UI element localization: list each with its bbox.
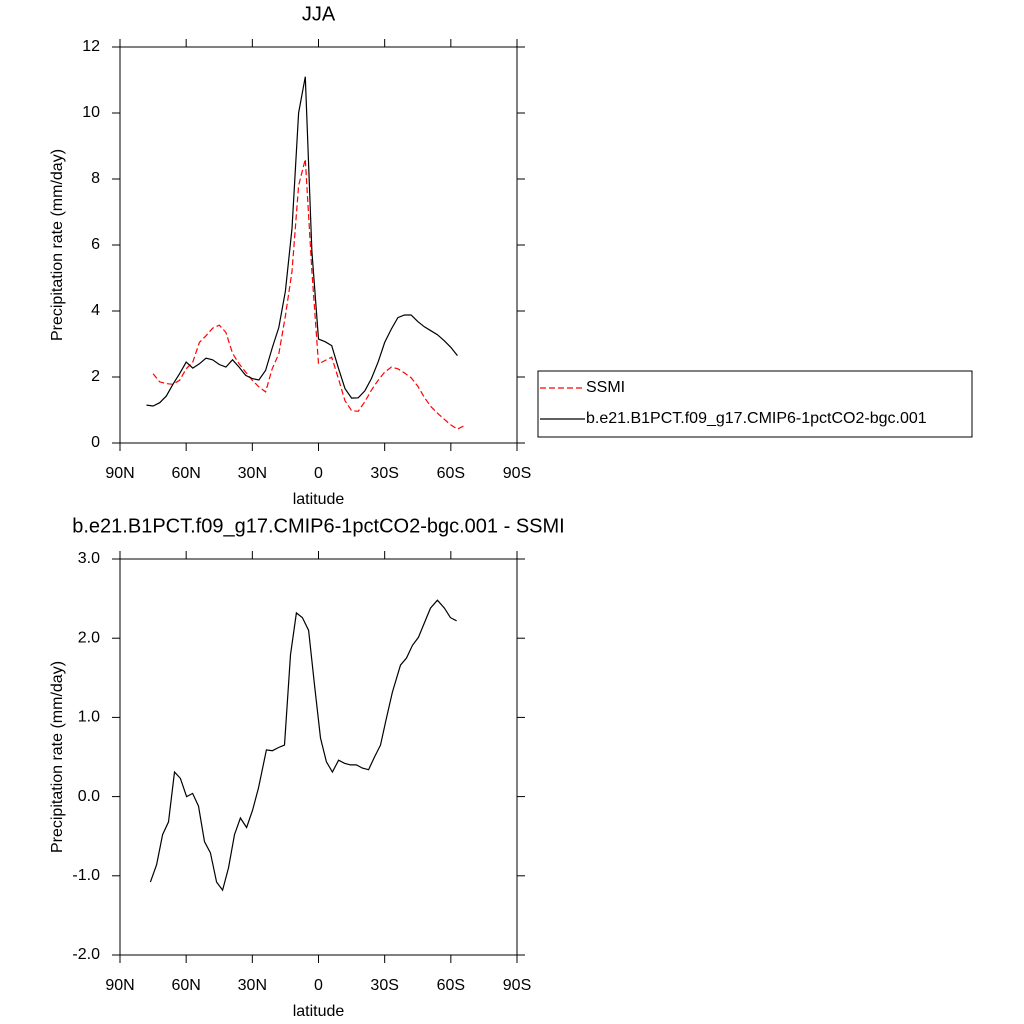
y-tick-label: -1.0 [72,867,100,884]
y-tick-label: 0.0 [78,788,100,805]
x-tick-label: 0 [314,977,323,994]
chart-title: JJA [302,3,336,25]
x-tick-label: 30S [370,977,398,994]
y-tick-label: 12 [82,38,100,55]
legend-box [537,370,973,438]
data-line [152,159,465,430]
x-tick-label: 0 [314,465,323,482]
y-tick-label: 3.0 [78,550,100,567]
y-tick-label: 10 [82,104,100,121]
legend-label: SSMI [586,379,625,396]
plot-frame [119,558,518,956]
x-axis-label: latitude [293,1003,345,1020]
x-tick-label: 90N [105,465,134,482]
x-tick-label: 30N [238,465,267,482]
y-tick-label: -2.0 [72,946,100,963]
y-tick-label: 2.0 [78,629,100,646]
y-tick-label: 0 [91,434,100,451]
x-tick-label: 60N [171,465,200,482]
chart-title: b.e21.B1PCT.f09_g17.CMIP6-1pctCO2-bgc.00… [72,515,564,537]
data-line [149,599,457,892]
x-tick-label: 90S [503,977,531,994]
y-axis-label: Precipitation rate (mm/day) [49,661,66,853]
legend-label: b.e21.B1PCT.f09_g17.CMIP6-1pctCO2-bgc.00… [586,410,927,427]
x-tick-label: 90S [503,465,531,482]
y-axis-label: Precipitation rate (mm/day) [49,149,66,341]
x-tick-label: 60N [171,977,200,994]
y-tick-label: 2 [91,368,100,385]
x-tick-label: 60S [437,465,465,482]
x-tick-label: 30N [238,977,267,994]
x-tick-label: 90N [105,977,134,994]
x-axis-label: latitude [293,491,345,508]
y-tick-label: 4 [91,302,100,319]
x-tick-label: 30S [370,465,398,482]
x-tick-label: 60S [437,977,465,994]
plot-frame [119,46,518,444]
y-tick-label: 6 [91,236,100,253]
data-line [146,76,458,407]
y-tick-label: 1.0 [78,709,100,726]
y-tick-label: 8 [91,170,100,187]
